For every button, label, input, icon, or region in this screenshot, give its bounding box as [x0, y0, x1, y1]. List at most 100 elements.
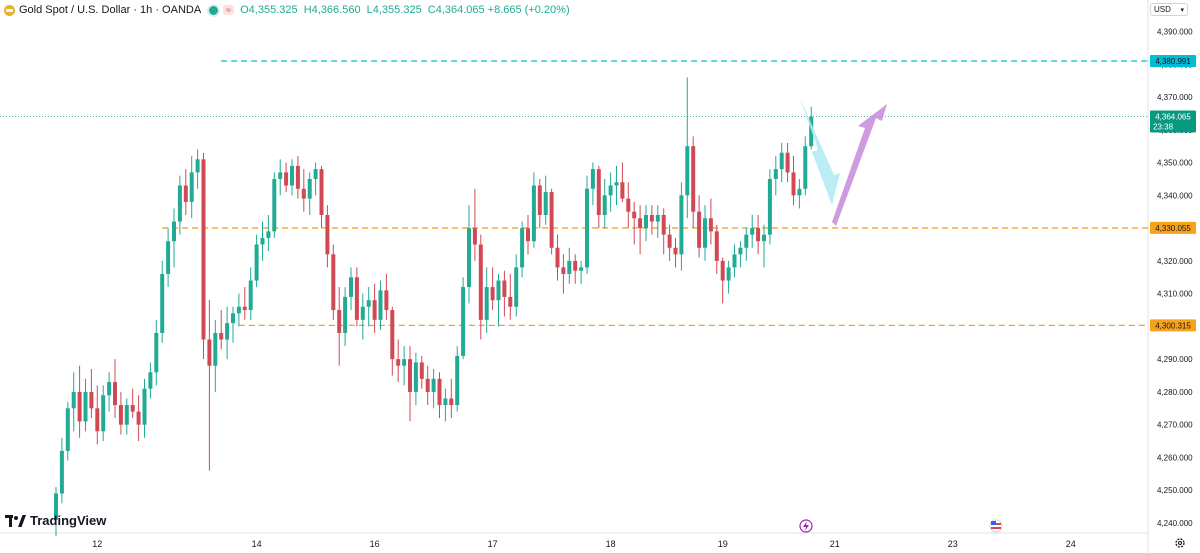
- candle-body: [767, 178, 772, 235]
- candle-body: [437, 378, 442, 406]
- candle-body: [543, 192, 548, 215]
- candle-body: [685, 146, 690, 196]
- candle-body: [65, 408, 70, 451]
- candle-body: [142, 388, 147, 425]
- candle-body: [207, 339, 212, 366]
- candle-body: [160, 273, 165, 333]
- candle-body: [413, 362, 418, 392]
- candle-body: [172, 221, 176, 242]
- candle-body: [101, 395, 106, 432]
- candle-body: [756, 228, 761, 242]
- x-tick-label: 14: [252, 539, 262, 549]
- candle-body: [467, 228, 471, 288]
- candle-body: [284, 172, 289, 186]
- candle-body: [83, 391, 88, 422]
- candle-body: [585, 188, 589, 268]
- candle-body: [113, 382, 117, 406]
- candle-body: [177, 185, 182, 222]
- candle-body: [803, 146, 808, 189]
- candle-body: [313, 169, 318, 179]
- ohlc-values: O4,355.325 H4,366.560 L4,355.325 C4,364.…: [240, 4, 488, 16]
- y-tick-label: 4,240.000: [1157, 519, 1193, 528]
- candle-body: [638, 218, 643, 229]
- candle-body: [655, 214, 660, 222]
- x-tick-label: 19: [718, 539, 728, 549]
- candle-body: [343, 296, 348, 333]
- candle-body: [691, 146, 696, 212]
- candle-body: [579, 267, 584, 271]
- candle-body: [77, 391, 82, 422]
- candle-body: [272, 178, 277, 232]
- candle-body: [531, 185, 536, 242]
- level-price-label: 4,330.055: [1155, 224, 1191, 233]
- flag-stripe: [991, 527, 1001, 529]
- candle-body: [514, 267, 519, 307]
- x-tick-label: 23: [948, 539, 958, 549]
- countdown-label: 23:38: [1153, 122, 1174, 131]
- tradingview-logo-icon: [5, 514, 26, 527]
- candle-body: [449, 398, 454, 406]
- candle-body: [366, 300, 371, 307]
- gear-icon[interactable]: [1174, 537, 1186, 549]
- candle-body: [490, 287, 495, 301]
- currency-button[interactable]: USD ▾: [1150, 3, 1188, 16]
- candle-body: [183, 185, 188, 202]
- currency-label: USD: [1154, 5, 1171, 14]
- candle-body: [697, 211, 702, 248]
- candle-body: [59, 450, 64, 494]
- x-tick-label: 17: [488, 539, 498, 549]
- level-price-label: 4,300.315: [1155, 321, 1191, 330]
- candle-body: [301, 188, 306, 199]
- candle-body: [809, 116, 814, 147]
- candle-body: [402, 359, 407, 366]
- flag-canton: [991, 521, 996, 525]
- candle-body: [89, 391, 94, 409]
- candle-body: [278, 172, 283, 179]
- candle-body: [785, 152, 790, 173]
- candle-body: [266, 231, 271, 238]
- candle-body: [626, 198, 631, 212]
- y-tick-label: 4,250.000: [1157, 486, 1193, 495]
- candle-body: [360, 306, 365, 320]
- level-price-tag: [1150, 221, 1196, 234]
- candle-body: [703, 218, 707, 248]
- open-value: O4,355.325: [240, 4, 298, 16]
- candle-body: [461, 287, 466, 356]
- last-price-label: 4,364.065: [1155, 112, 1191, 121]
- candle-body: [443, 398, 448, 406]
- level-price-label: 4,380.991: [1155, 57, 1191, 66]
- y-tick-label: 4,390.000: [1157, 28, 1193, 37]
- candle-body: [166, 241, 171, 274]
- candle-body: [231, 313, 235, 324]
- candle-body: [797, 188, 802, 196]
- candle-body: [744, 234, 749, 248]
- candle-body: [349, 277, 353, 297]
- candle-body: [673, 247, 678, 255]
- candle-body: [71, 391, 76, 409]
- candle-body: [372, 300, 377, 320]
- equals-icon: ≈: [223, 5, 235, 15]
- candle-body: [738, 247, 743, 255]
- candle-body: [537, 185, 542, 215]
- y-tick-label: 4,290.000: [1157, 355, 1193, 364]
- candle-body: [649, 214, 654, 222]
- change-value: +8.665 (+0.20%): [487, 4, 570, 16]
- tradingview-logo: TradingView: [5, 513, 106, 528]
- close-value: C4,364.065: [427, 4, 485, 16]
- candle-body: [396, 359, 401, 366]
- candle-body: [667, 234, 672, 248]
- y-tick-label: 4,320.000: [1157, 257, 1193, 266]
- candle-body: [189, 172, 194, 202]
- candle-body: [773, 169, 778, 179]
- candle-body: [632, 211, 637, 219]
- candle-body: [219, 332, 224, 340]
- market-status-icon: [207, 3, 221, 17]
- candle-body: [720, 260, 725, 281]
- candle-body: [726, 267, 731, 281]
- candle-body: [567, 260, 572, 274]
- symbol-title[interactable]: Gold Spot / U.S. Dollar · 1h · OANDA: [19, 4, 202, 16]
- candle-body: [378, 290, 383, 320]
- candle-body: [750, 228, 755, 235]
- candle-body: [419, 362, 424, 379]
